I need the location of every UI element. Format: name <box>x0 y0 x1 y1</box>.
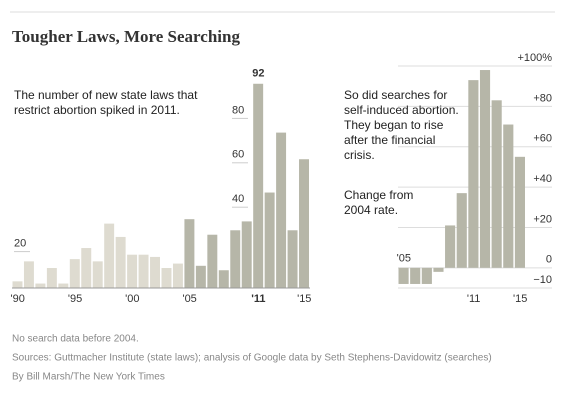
bar <box>23 261 34 288</box>
x-tick-label: '15 <box>513 293 527 305</box>
bar <box>264 192 275 288</box>
bar <box>253 83 264 288</box>
bar <box>276 132 287 288</box>
bar <box>218 270 229 288</box>
bar <box>445 225 456 268</box>
bar <box>12 281 23 288</box>
bar <box>468 80 479 268</box>
bar <box>127 254 138 288</box>
bar <box>287 230 298 288</box>
bar <box>58 283 69 288</box>
bar <box>491 100 502 268</box>
note: Sources: Guttmacher Institute (state law… <box>12 353 492 364</box>
bar <box>35 283 46 288</box>
x-tick-label: '15 <box>297 293 311 305</box>
bar <box>299 159 309 288</box>
bar <box>172 263 183 288</box>
bar <box>479 70 491 268</box>
bar <box>46 268 57 288</box>
bar <box>503 124 514 268</box>
x-tick-label: '90 <box>11 293 25 305</box>
y-tick-label: +60 <box>533 133 552 145</box>
bar <box>104 223 115 288</box>
y-tick-label: +20 <box>533 213 552 225</box>
y-tick-label: +100% <box>517 52 552 64</box>
y-tick-label: 60 <box>232 149 244 161</box>
bar <box>150 256 160 288</box>
x-tick-label: '05 <box>182 293 196 305</box>
y-tick-label: 40 <box>232 193 244 205</box>
bar <box>410 267 421 284</box>
bar <box>456 193 467 268</box>
note: By Bill Marsh/The New York Times <box>12 372 165 383</box>
bar <box>398 267 409 284</box>
bar <box>433 267 444 272</box>
chart-title: Tougher Laws, More Searching <box>12 27 240 46</box>
annotation: self-induced abortion. <box>344 103 459 117</box>
bar <box>230 230 241 288</box>
annotation: crisis. <box>344 148 375 162</box>
bar <box>81 248 92 288</box>
bar <box>92 261 103 288</box>
bar <box>161 268 172 288</box>
bar <box>115 236 126 288</box>
annotation: 2004 rate. <box>344 203 398 217</box>
x-tick-label: '05 <box>397 253 411 265</box>
note: No search data before 2004. <box>12 334 139 345</box>
bar <box>69 259 80 288</box>
bar <box>421 267 432 284</box>
annotation: restrict abortion spiked in 2011. <box>14 103 180 117</box>
y-tick-label: 80 <box>232 104 244 116</box>
bar <box>514 156 525 268</box>
annotation: after the financial <box>344 133 435 147</box>
x-tick-label: '00 <box>125 293 139 305</box>
y-tick-label: 0 <box>546 254 552 266</box>
bar <box>195 265 206 288</box>
x-tick-label: '11 <box>467 293 481 305</box>
x-tick-label: '95 <box>68 293 82 305</box>
bar <box>138 254 149 288</box>
y-tick-label: −10 <box>533 274 552 286</box>
bar <box>207 234 218 288</box>
data-label: 92 <box>252 68 264 80</box>
annotation: They began to rise <box>344 118 444 132</box>
y-tick-label: +80 <box>533 92 552 104</box>
y-tick-label: 20 <box>14 238 26 250</box>
bar <box>241 221 252 288</box>
annotation: The number of new state laws that <box>14 88 198 102</box>
y-tick-label: +40 <box>533 173 552 185</box>
annotation: Change from <box>344 188 413 202</box>
annotation: So did searches for <box>344 88 447 102</box>
x-tick-label: '11 <box>251 293 265 305</box>
bar <box>184 219 195 288</box>
